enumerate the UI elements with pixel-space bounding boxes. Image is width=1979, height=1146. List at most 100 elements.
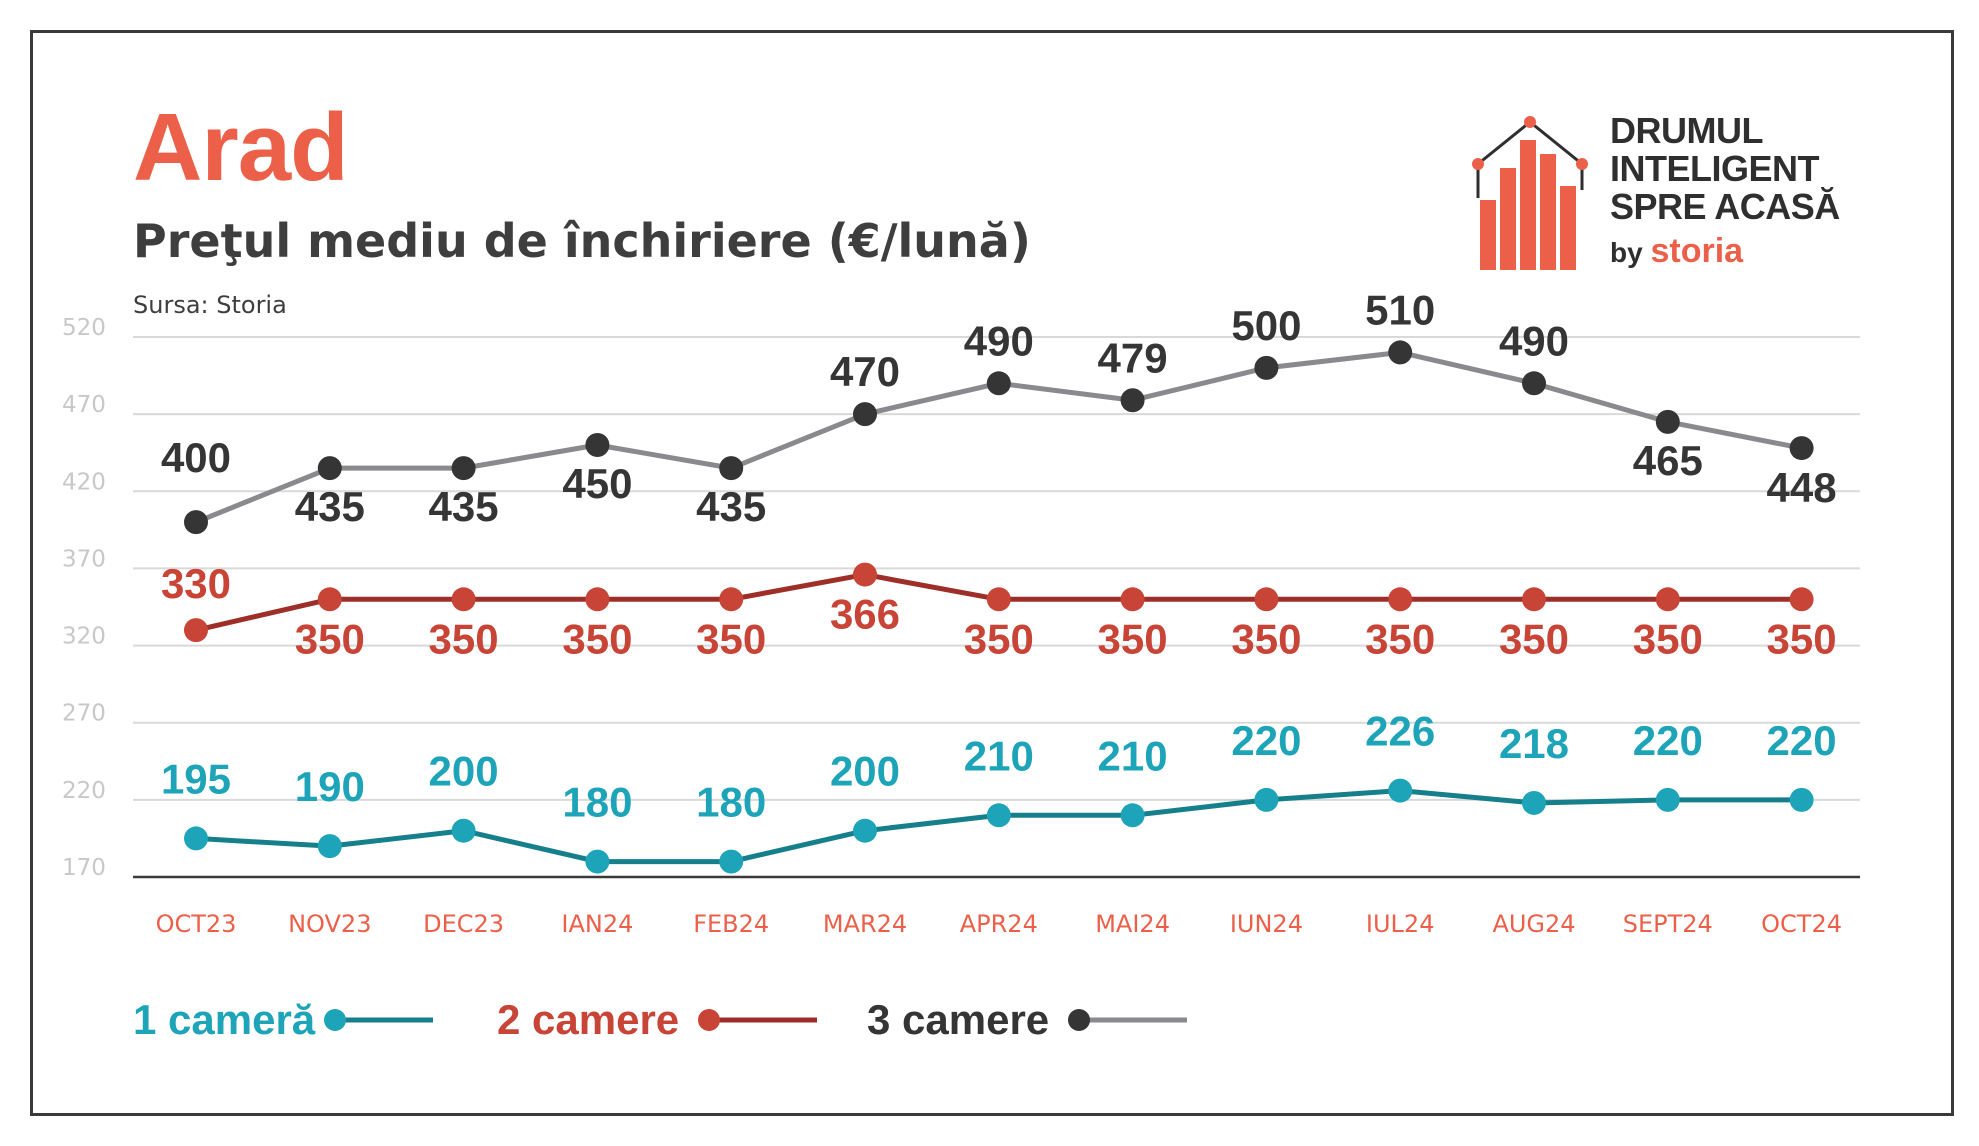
- legend-label-3-camere: 3 camere: [867, 996, 1050, 1043]
- y-tick-label: 270: [62, 701, 106, 727]
- chart-frame: [30, 30, 1954, 1116]
- y-tick-label: 420: [62, 469, 106, 495]
- data-point-1-camera: [1655, 787, 1680, 812]
- data-label-3-camere: 510: [1365, 286, 1435, 333]
- x-tick-label: IUN24: [1230, 910, 1303, 938]
- data-label-3-camere: 400: [161, 434, 231, 481]
- data-label-3-camere: 470: [830, 348, 900, 395]
- legend-marker-2-camere: [698, 1009, 818, 1031]
- y-tick-label: 320: [62, 624, 106, 650]
- x-tick-label: APR24: [960, 910, 1038, 938]
- x-tick-label: IAN24: [561, 910, 633, 938]
- page-title: Arad: [133, 94, 349, 201]
- x-tick-label: IUL24: [1366, 910, 1435, 938]
- legend-item-1-camera: 1 cameră: [133, 990, 435, 1050]
- y-tick-label: 170: [62, 855, 106, 881]
- data-label-2-camere: 350: [1499, 615, 1569, 662]
- data-label-3-camere: 465: [1633, 437, 1703, 484]
- logo-line-3: SPRE ACASĂ: [1610, 186, 1840, 227]
- data-point-2-camere: [1254, 587, 1279, 612]
- data-label-1-camera: 195: [161, 755, 231, 802]
- data-label-1-camera: 220: [1767, 717, 1837, 764]
- data-point-1-camera: [184, 826, 208, 851]
- data-point-3-camere: [986, 371, 1011, 396]
- data-label-2-camere: 350: [562, 615, 632, 662]
- logo-byline: by storia: [1610, 232, 1743, 271]
- data-label-3-camere: 479: [1098, 334, 1168, 381]
- data-label-2-camere: 330: [161, 560, 231, 607]
- data-point-2-camere: [986, 587, 1011, 612]
- data-point-1-camera: [451, 818, 476, 843]
- x-tick-label: MAI24: [1095, 910, 1170, 938]
- data-point-3-camere: [585, 433, 610, 457]
- legend-item-2-camere: 2 camere: [497, 990, 819, 1050]
- data-point-2-camere: [585, 587, 610, 612]
- logo-by: by: [1610, 237, 1643, 268]
- data-point-2-camere: [853, 562, 877, 587]
- data-point-2-camere: [1522, 587, 1546, 612]
- data-label-2-camere: 350: [1098, 615, 1168, 662]
- data-point-2-camere: [317, 587, 342, 612]
- legend-marker-1-camera: [324, 1009, 434, 1031]
- x-tick-label: OCT24: [1761, 910, 1842, 938]
- data-point-3-camere: [1789, 436, 1814, 461]
- legend-label-1-camera: 1 cameră: [133, 996, 316, 1043]
- data-label-1-camera: 220: [1231, 717, 1301, 764]
- data-point-2-camere: [451, 587, 476, 612]
- legend-item-3-camere: 3 camere: [867, 990, 1189, 1050]
- data-point-1-camera: [853, 818, 877, 843]
- data-point-3-camere: [853, 402, 877, 427]
- legend-marker-3-camere: [1068, 1009, 1188, 1031]
- data-point-3-camere: [451, 456, 476, 481]
- data-label-3-camere: 435: [696, 483, 766, 530]
- data-label-1-camera: 226: [1365, 708, 1435, 755]
- data-label-3-camere: 490: [964, 317, 1034, 364]
- data-point-1-camera: [1388, 778, 1413, 803]
- data-label-1-camera: 210: [964, 732, 1034, 779]
- data-label-3-camere: 450: [562, 460, 632, 507]
- y-tick-label: 220: [62, 778, 106, 804]
- data-label-2-camere: 350: [696, 615, 766, 662]
- x-tick-label: NOV23: [288, 910, 371, 938]
- data-label-1-camera: 180: [562, 779, 632, 826]
- data-label-1-camera: 200: [429, 748, 499, 795]
- data-point-2-camere: [1655, 587, 1680, 612]
- data-point-1-camera: [1522, 790, 1546, 815]
- x-tick-label: MAR24: [823, 910, 907, 938]
- data-point-2-camere: [1388, 587, 1413, 612]
- data-point-1-camera: [1120, 803, 1145, 828]
- data-label-3-camere: 435: [295, 483, 365, 530]
- data-label-2-camere: 350: [1633, 615, 1703, 662]
- logo-wordmark: DRUMUL INTELIGENT SPRE ACASĂ: [1610, 112, 1840, 226]
- legend-label-2-camere: 2 camere: [497, 996, 680, 1043]
- data-point-1-camera: [585, 849, 610, 874]
- house-bar-chart-icon: [1472, 116, 1588, 270]
- data-label-1-camera: 200: [830, 748, 900, 795]
- data-point-3-camere: [1254, 355, 1279, 380]
- x-tick-label: AUG24: [1492, 910, 1575, 938]
- x-tick-label: OCT23: [156, 910, 237, 938]
- data-point-2-camere: [1789, 587, 1814, 612]
- data-point-1-camera: [1789, 787, 1814, 812]
- chart-subtitle: Preţul mediu de închiriere (€/lună): [133, 214, 1031, 268]
- data-label-1-camera: 218: [1499, 720, 1569, 767]
- logo-line-2: INTELIGENT: [1610, 148, 1819, 189]
- y-tick-label: 370: [62, 546, 106, 572]
- data-label-2-camere: 350: [964, 615, 1034, 662]
- data-label-1-camera: 190: [295, 763, 365, 810]
- data-point-3-camere: [184, 510, 208, 535]
- data-point-2-camere: [184, 618, 208, 643]
- x-tick-label: SEPT24: [1623, 910, 1713, 938]
- x-tick-label: FEB24: [693, 910, 769, 938]
- data-point-3-camere: [1388, 340, 1413, 365]
- data-label-2-camere: 350: [1231, 615, 1301, 662]
- logo-brand: storia: [1650, 232, 1744, 270]
- data-point-2-camere: [719, 587, 744, 612]
- data-label-1-camera: 210: [1098, 732, 1168, 779]
- data-label-2-camere: 350: [429, 615, 499, 662]
- data-point-3-camere: [1120, 388, 1145, 413]
- data-label-2-camere: 350: [295, 615, 365, 662]
- source-note: Sursa: Storia: [133, 291, 287, 319]
- data-label-3-camere: 500: [1231, 302, 1301, 349]
